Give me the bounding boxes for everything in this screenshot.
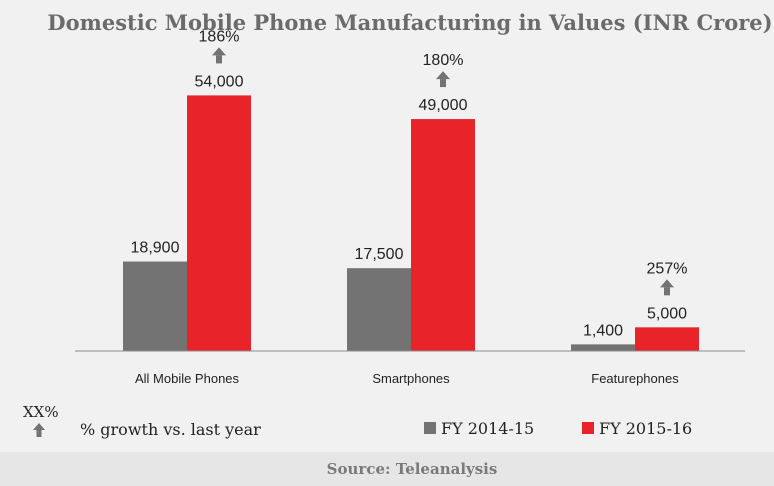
plot-area: 18,900 54,000 186% 17,500 49,000 180% 1,400 5,0… [123,28,699,352]
x-tick-label-c2: Featurephones [591,371,679,386]
legend-swatch-fy2014 [424,422,436,434]
up-arrow-icon [33,423,45,437]
growth-arrow-shaft-c0 [216,55,222,64]
x-axis-labels: All Mobile Phones Smartphones Featurephone… [135,371,679,386]
growth-label-c1: 180% [423,52,464,69]
bar-s1-c2 [635,327,699,351]
bar-s1-c1 [411,119,475,351]
growth-arrow-icon-c2 [660,279,674,296]
bar-s0-c2 [571,344,635,351]
growth-arrow-head-c0 [212,47,226,56]
legend-label-fy2015: FY 2015-16 [599,419,692,438]
legend-growth-text: % growth vs. last year [80,420,261,439]
legend-growth-marker: XX% [23,403,59,421]
data-label-s0-c2: 1,400 [583,322,623,339]
bar-s0-c0 [123,261,187,351]
footer-band [0,452,774,486]
chart-title: Domestic Mobile Phone Manufacturing in V… [47,10,772,35]
growth-arrow-icon-c1 [436,71,450,88]
x-tick-label-c0: All Mobile Phones [135,371,240,386]
legend-swatch-fy2015 [582,422,594,434]
legend-label-fy2014: FY 2014-15 [441,419,534,438]
growth-label-c2: 257% [647,260,688,277]
data-label-s0-c0: 18,900 [131,240,180,257]
growth-arrow-shaft-c1 [440,79,446,88]
x-tick-label-c1: Smartphones [372,371,450,386]
bar-s0-c1 [347,268,411,351]
data-label-s1-c1: 49,000 [419,97,468,114]
growth-arrow-icon-c0 [212,47,226,64]
data-label-s1-c2: 5,000 [647,305,687,322]
data-label-s1-c0: 54,000 [195,73,244,90]
growth-arrow-head-c2 [660,279,674,288]
source-note: Source: Teleanalysis [327,460,498,478]
growth-arrow-head-c1 [436,71,450,80]
data-label-s0-c1: 17,500 [355,246,404,263]
bar-s1-c0 [187,95,251,352]
growth-label-c0: 186% [199,28,240,45]
growth-arrow-shaft-c2 [664,287,670,296]
